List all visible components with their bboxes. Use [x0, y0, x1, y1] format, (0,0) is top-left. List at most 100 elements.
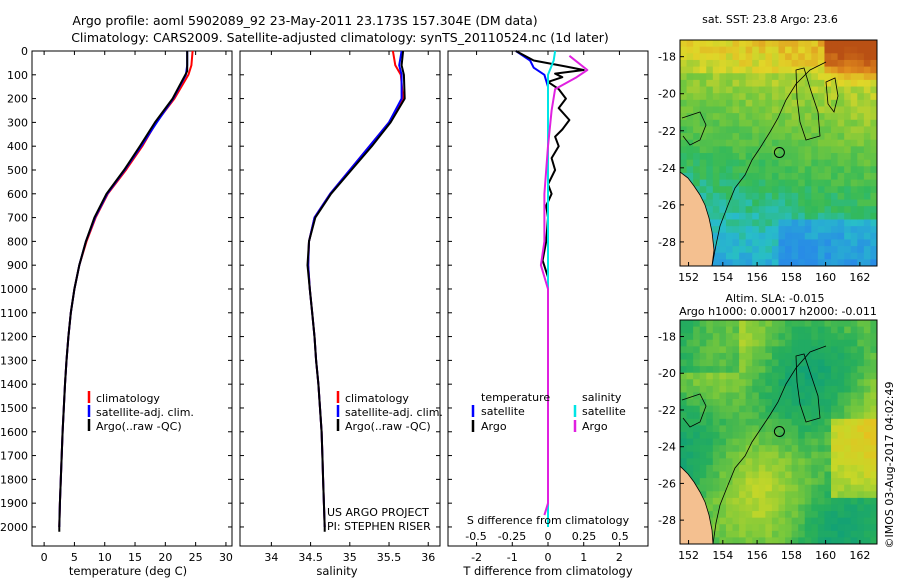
heatmap-cell: [798, 179, 806, 187]
heatmap-cell: [745, 346, 753, 354]
heatmap-cell: [725, 399, 734, 407]
heatmap-cell: [725, 392, 734, 400]
heatmap-cell: [831, 59, 839, 68]
heatmap-cell: [725, 372, 734, 380]
heatmap-cell: [863, 366, 872, 374]
heatmap-cell: [752, 478, 760, 486]
heatmap-cell: [804, 405, 812, 413]
heatmap-cell: [706, 478, 714, 486]
heatmap-cell: [771, 252, 780, 260]
heatmap-cell: [791, 186, 799, 194]
heatmap-cell: [811, 511, 819, 519]
heatmap-cell: [837, 133, 845, 141]
heatmap-cell: [699, 166, 707, 174]
heatmap-cell: [752, 73, 760, 81]
heatmap-cell: [831, 259, 839, 266]
heatmap-cell: [771, 53, 780, 61]
heatmap-cell: [831, 126, 839, 134]
heatmap-cell: [725, 153, 734, 161]
heatmap-cell: [771, 418, 780, 427]
heatmap-cell: [837, 93, 845, 101]
heatmap-cell: [857, 418, 865, 427]
heatmap-cell: [739, 432, 747, 440]
heatmap-cell: [804, 252, 812, 260]
heatmap-cell: [817, 86, 826, 94]
heatmap-cell: [785, 366, 793, 374]
heatmap-cell: [758, 113, 766, 121]
heatmap-cell: [863, 159, 872, 167]
heatmap-cell: [837, 392, 845, 400]
heatmap-cell: [857, 73, 865, 81]
heatmap-cell: [739, 79, 747, 88]
heatmap-cell: [752, 40, 760, 48]
heatmap-cell: [719, 385, 727, 394]
heatmap-cell: [712, 46, 720, 54]
s-x-tick-label: 0: [545, 530, 552, 543]
heatmap-cell: [811, 239, 819, 247]
heatmap-cell: [745, 451, 753, 459]
heatmap-cell: [824, 86, 832, 94]
heatmap-cell: [798, 186, 806, 194]
heatmap-cell: [771, 99, 780, 108]
heatmap-cell: [699, 186, 707, 194]
heatmap-cell: [837, 53, 845, 61]
heatmap-cell: [857, 445, 865, 453]
heatmap-cell: [831, 113, 839, 121]
heatmap-cell: [778, 66, 786, 74]
heatmap-cell: [831, 530, 839, 539]
heatmap-cell: [817, 232, 826, 241]
heatmap-cell: [837, 206, 845, 214]
heatmap-cell: [831, 40, 839, 48]
heatmap-cell: [739, 99, 747, 108]
heatmap-cell: [732, 418, 740, 427]
heatmap-cell: [817, 320, 826, 328]
heatmap-cell: [693, 445, 701, 453]
heatmap-cell: [791, 438, 799, 446]
x-tick-label: 35: [343, 551, 357, 564]
heatmap-cell: [699, 464, 707, 473]
heatmap-cell: [778, 320, 786, 328]
heatmap-cell: [693, 172, 701, 181]
heatmap-cell: [745, 392, 753, 400]
heatmap-cell: [706, 172, 714, 181]
depth-tick-label: 200: [7, 93, 28, 106]
heatmap-cell: [785, 119, 793, 128]
heatmap-cell: [680, 320, 688, 328]
heatmap-cell: [745, 471, 753, 479]
heatmap-cell: [719, 379, 727, 387]
heatmap-cell: [824, 458, 832, 466]
heatmap-cell: [791, 146, 799, 154]
heatmap-cell: [758, 405, 766, 413]
heatmap-cell: [771, 239, 780, 247]
heatmap-cell: [785, 133, 793, 141]
heatmap-cell: [844, 79, 852, 88]
heatmap-cell: [863, 511, 872, 519]
heatmap-cell: [831, 432, 839, 440]
heatmap-cell: [752, 199, 760, 207]
heatmap-cell: [712, 432, 720, 440]
heatmap-cell: [758, 226, 766, 234]
heatmap-cell: [680, 372, 688, 380]
heatmap-cell: [725, 79, 734, 88]
heatmap-cell: [824, 259, 832, 266]
heatmap-cell: [824, 179, 832, 187]
heatmap-cell: [798, 172, 806, 181]
heatmap-cell: [870, 471, 877, 479]
heatmap-cell: [706, 445, 714, 453]
heatmap-cell: [863, 478, 872, 486]
heatmap-cell: [778, 418, 786, 427]
heatmap-cell: [758, 504, 766, 512]
heatmap-cell: [831, 359, 839, 367]
heatmap-cell: [798, 471, 806, 479]
heatmap-cell: [758, 199, 766, 207]
heatmap-cell: [798, 252, 806, 260]
heatmap-cell: [752, 504, 760, 512]
heatmap-cell: [844, 153, 852, 161]
heatmap-cell: [739, 445, 747, 453]
legend-title-temperature: temperature: [481, 391, 550, 404]
heatmap-cell: [699, 93, 707, 101]
heatmap-cell: [745, 212, 753, 221]
heatmap-cell: [725, 438, 734, 446]
heatmap-cell: [811, 451, 819, 459]
heatmap-cell: [745, 206, 753, 214]
